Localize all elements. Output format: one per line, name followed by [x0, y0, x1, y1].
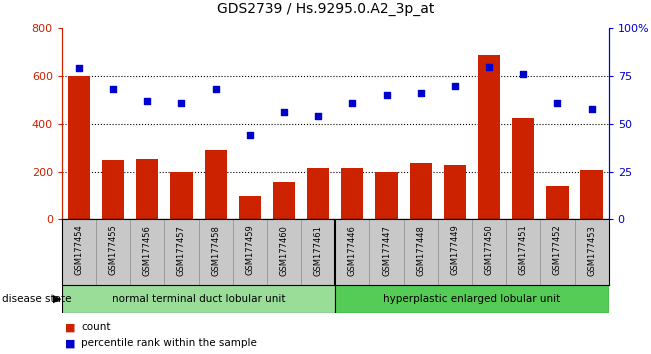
Bar: [273, 182, 295, 219]
Point: [415, 91, 426, 96]
Point: [108, 87, 118, 92]
Text: GSM177450: GSM177450: [484, 225, 493, 275]
Text: GSM177451: GSM177451: [519, 225, 528, 275]
Bar: [581, 171, 603, 219]
Bar: [341, 168, 363, 219]
Point: [313, 113, 324, 119]
Text: GSM177452: GSM177452: [553, 225, 562, 275]
Bar: [546, 186, 568, 219]
Text: GSM177458: GSM177458: [211, 225, 220, 276]
Text: GSM177448: GSM177448: [416, 225, 425, 276]
Text: GSM177454: GSM177454: [74, 225, 83, 275]
Text: GSM177455: GSM177455: [109, 225, 118, 275]
Text: count: count: [81, 322, 111, 332]
Text: hyperplastic enlarged lobular unit: hyperplastic enlarged lobular unit: [383, 294, 561, 304]
Text: GSM177447: GSM177447: [382, 225, 391, 276]
Point: [552, 100, 562, 106]
Point: [450, 83, 460, 88]
Bar: [307, 168, 329, 219]
Text: GSM177460: GSM177460: [279, 225, 288, 276]
Text: GDS2739 / Hs.9295.0.A2_3p_at: GDS2739 / Hs.9295.0.A2_3p_at: [217, 2, 434, 16]
Point: [587, 106, 597, 112]
Text: GSM177456: GSM177456: [143, 225, 152, 276]
Text: GSM177446: GSM177446: [348, 225, 357, 276]
Bar: [335, 285, 609, 313]
Bar: [62, 285, 335, 313]
Text: percentile rank within the sample: percentile rank within the sample: [81, 338, 257, 348]
Bar: [239, 195, 261, 219]
Bar: [444, 165, 466, 219]
Text: GSM177457: GSM177457: [177, 225, 186, 276]
Text: disease state: disease state: [2, 294, 72, 304]
Text: GSM177449: GSM177449: [450, 225, 460, 275]
Bar: [478, 55, 500, 219]
Text: normal terminal duct lobular unit: normal terminal duct lobular unit: [112, 294, 285, 304]
Text: ■: ■: [65, 322, 76, 332]
Point: [245, 132, 255, 138]
Point: [484, 64, 494, 69]
Point: [74, 65, 84, 71]
Text: ▶: ▶: [53, 294, 62, 304]
Text: ■: ■: [65, 338, 76, 348]
Bar: [204, 150, 227, 219]
Point: [210, 87, 221, 92]
Text: GSM177453: GSM177453: [587, 225, 596, 276]
Bar: [102, 160, 124, 219]
Text: GSM177461: GSM177461: [314, 225, 323, 276]
Point: [347, 100, 357, 106]
Point: [176, 100, 187, 106]
Point: [518, 72, 529, 77]
Bar: [68, 76, 90, 219]
Point: [279, 110, 289, 115]
Point: [142, 98, 152, 104]
Point: [381, 92, 392, 98]
Bar: [136, 159, 158, 219]
Bar: [409, 163, 432, 219]
Text: GSM177459: GSM177459: [245, 225, 255, 275]
Bar: [376, 172, 398, 219]
Bar: [171, 172, 193, 219]
Bar: [512, 118, 534, 219]
